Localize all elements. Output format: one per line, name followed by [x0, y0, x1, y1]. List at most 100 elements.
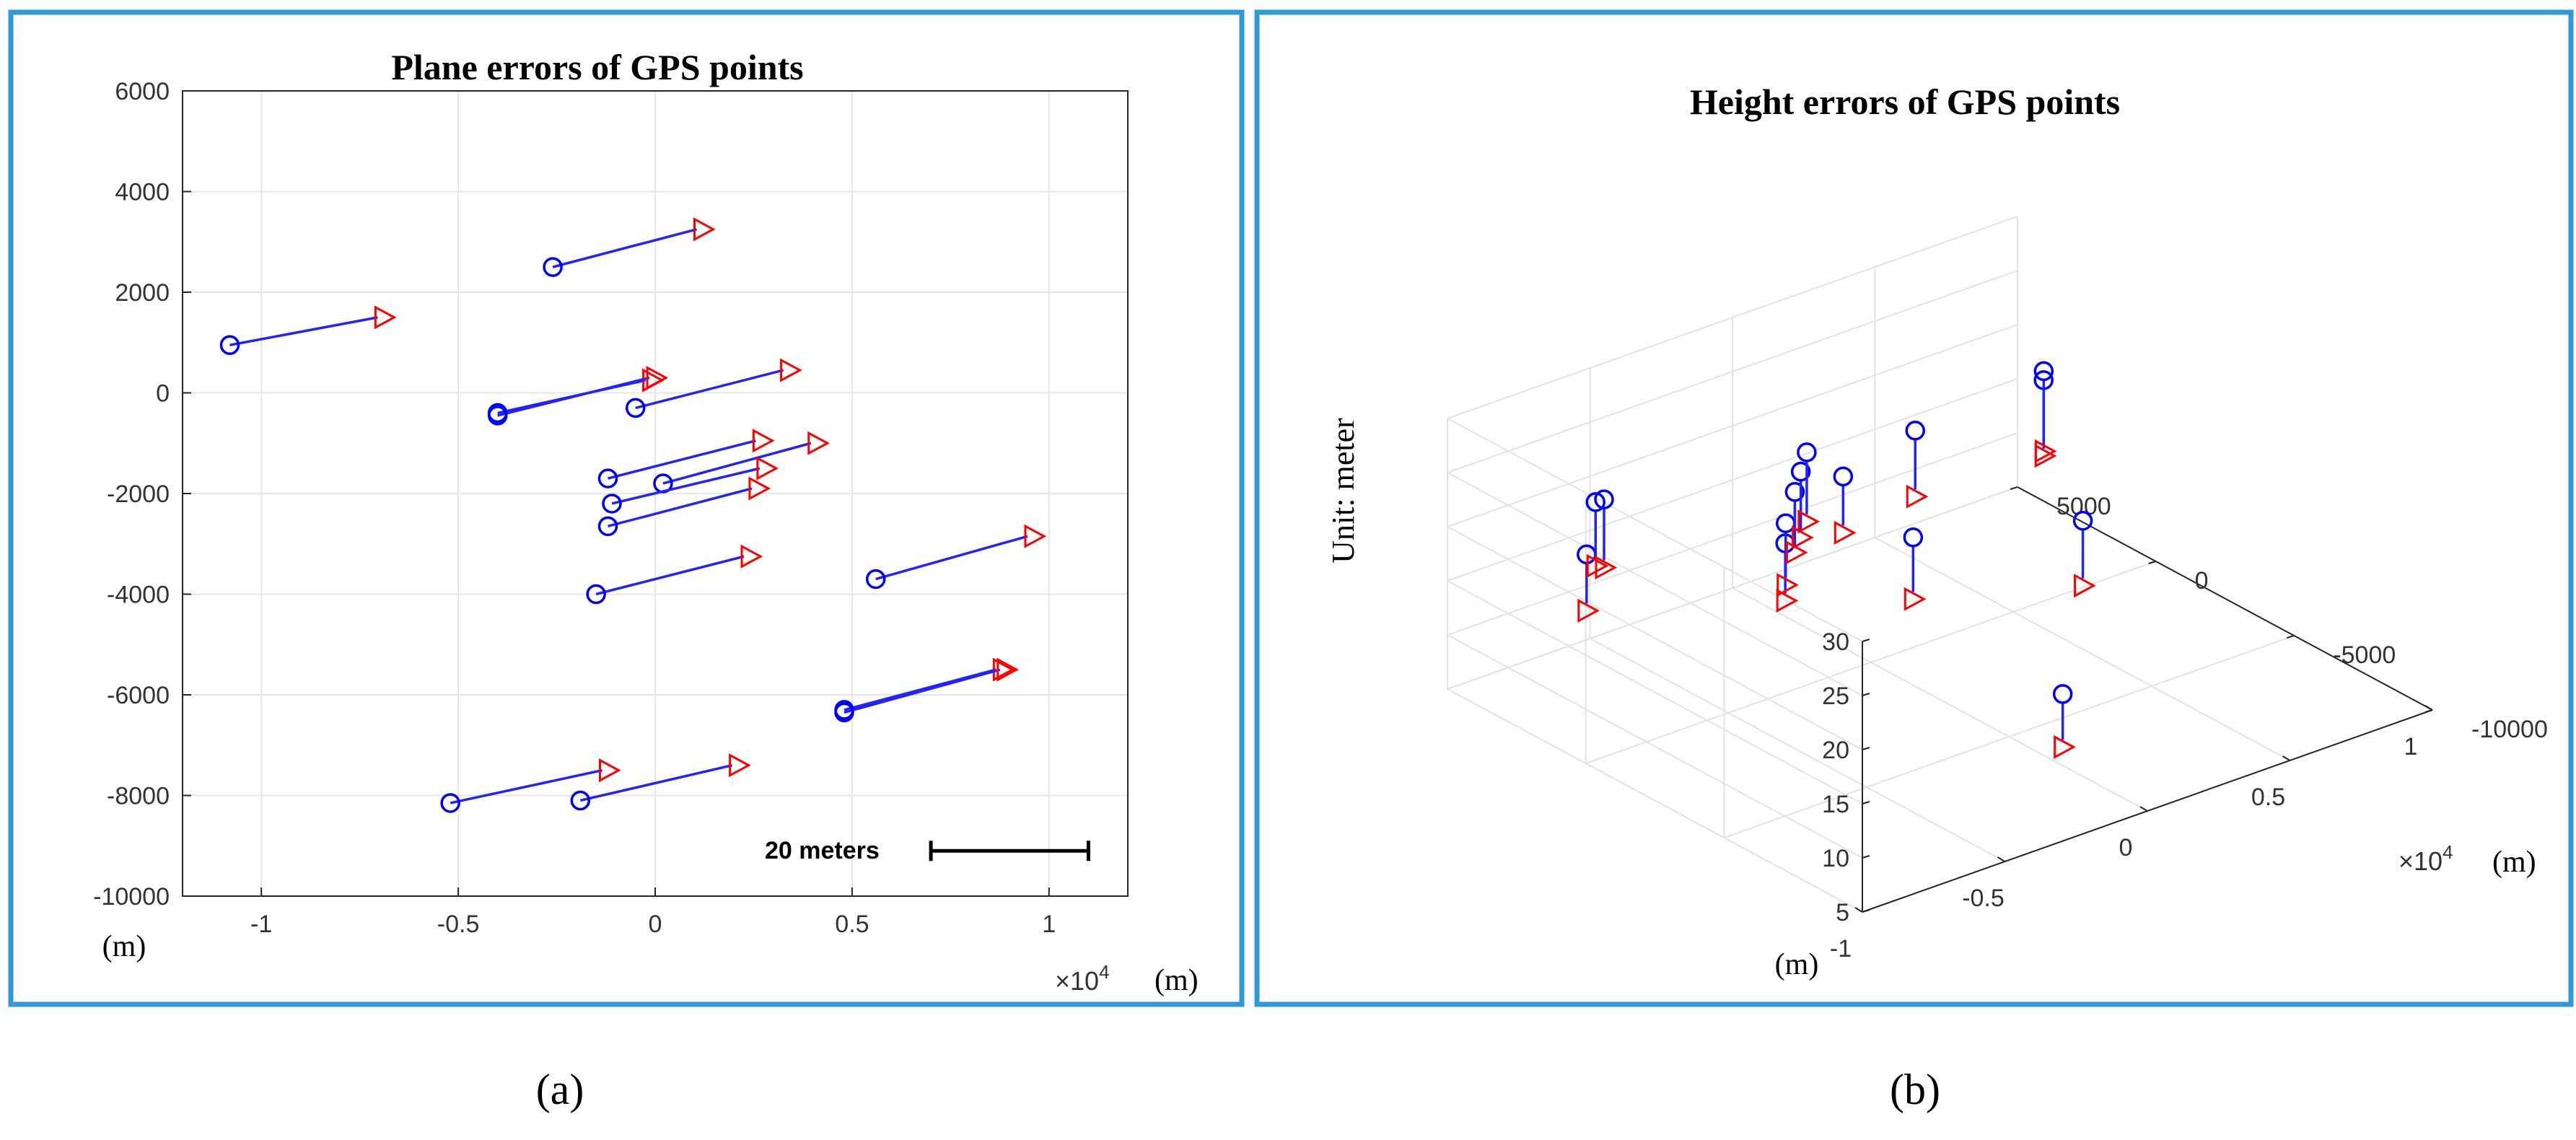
plane-error-vector	[834, 657, 1019, 723]
x-tick	[2424, 705, 2433, 711]
error-endpoint-marker	[729, 753, 751, 778]
gps-point-marker	[1903, 527, 1924, 548]
gps-point-marker	[1790, 461, 1811, 482]
height-xlabel: (m)	[2492, 846, 2536, 879]
error-endpoint-marker	[374, 305, 397, 330]
plane-error-line	[450, 768, 603, 804]
plane-error-vector	[602, 456, 779, 514]
gps-point-marker	[219, 335, 240, 355]
plane-y-tick-label: 2000	[115, 279, 170, 307]
plane-error-line	[635, 369, 784, 410]
gps-point-marker	[2072, 510, 2093, 531]
floor-y-gridline	[1585, 561, 2157, 764]
plane-error-line	[844, 668, 996, 711]
gps-point-marker	[602, 494, 622, 514]
z-tick-label: 15	[1822, 791, 1849, 818]
floor-x-gridline	[1875, 537, 2290, 761]
z-tick	[1862, 639, 1870, 642]
panel-a-frame	[8, 9, 1245, 1007]
backwall-z-gridline	[1447, 432, 2018, 636]
backwall-z-gridline	[1447, 486, 2018, 690]
panel-a-label: (a)	[536, 1066, 584, 1113]
error-endpoint-marker	[996, 657, 1019, 682]
sidewall-z-gridline	[1447, 688, 1863, 913]
y-tick-label: -10000	[2471, 716, 2548, 743]
plane-y-tick-label: -6000	[107, 682, 170, 709]
height-error-marker	[1906, 484, 1929, 509]
gps-point-marker	[570, 790, 591, 811]
y-tick-label: -5000	[2333, 641, 2396, 669]
height-error-stem	[2033, 361, 2057, 463]
plane-error-line	[229, 316, 378, 346]
error-endpoint-marker	[756, 456, 779, 481]
plane-x-tick-label: 0	[649, 911, 662, 938]
backwall-z-gridline	[1447, 324, 2018, 527]
gps-point-marker	[1797, 442, 1817, 462]
height-error-stem	[1784, 482, 1808, 565]
scale-bar-label: 20 meters	[765, 837, 880, 864]
sidewall-z-gridline	[1447, 418, 1863, 642]
plane-error-vectors	[219, 217, 1047, 813]
error-endpoint-marker	[599, 758, 621, 783]
plane-error-vector	[219, 305, 397, 355]
plane-error-line	[579, 763, 733, 802]
plane-error-vector	[865, 524, 1047, 589]
gps-point-marker	[543, 257, 563, 277]
gps-point-marker	[865, 569, 886, 589]
height-chart-title: Height errors of GPS points	[1690, 82, 2120, 122]
error-endpoint-marker	[780, 358, 802, 382]
gps-point-marker	[1594, 489, 1614, 509]
gps-point-marker	[597, 516, 618, 537]
height-error-marker	[2054, 735, 2076, 759]
plane-tick-labels: -1 -0.5 0 0.5 1 -10000 -8000 -6000 -4000 -2000 0 20…	[93, 78, 1056, 938]
x-tick	[1854, 907, 1863, 913]
height-error-stem	[1797, 442, 1821, 534]
floor-x-gridline	[1732, 587, 2148, 812]
plane-y-tick-label: -10000	[93, 883, 170, 911]
height-error-marker	[1776, 588, 1799, 613]
x-tick	[2139, 806, 2148, 812]
y-tick	[2148, 561, 2156, 564]
plane-error-line	[608, 487, 753, 528]
gps-point-marker	[1833, 466, 1854, 487]
plane-xlabel: (m)	[1155, 964, 1199, 997]
plane-error-vector	[586, 544, 763, 605]
z-tick	[1862, 747, 1870, 750]
panel-b-label: (b)	[1890, 1066, 1940, 1113]
z-tick-label: 20	[1822, 737, 1849, 764]
height-error-marker	[1777, 573, 1799, 597]
plane-error-vector	[597, 476, 771, 537]
z-tick	[1862, 801, 1870, 804]
gps-point-marker	[440, 793, 460, 813]
height-error-stems	[1577, 361, 2096, 759]
x-tick-label: -0.5	[1962, 885, 2005, 912]
sidewall-z-gridline	[1447, 472, 1863, 696]
y-tick	[2010, 486, 2018, 490]
height-errors-chart: 5 10 15 20 25 30 -1 -0.5 0 0.5 1 -10000 -5000 0 5000 H…	[1326, 82, 2548, 981]
height-error-marker	[1595, 556, 1618, 580]
x-tick	[2282, 755, 2291, 761]
error-endpoint-marker	[646, 366, 669, 390]
plane-y-tick-label: 0	[156, 380, 170, 408]
height-ylabel: (m)	[1775, 948, 1819, 981]
error-endpoint-marker	[748, 476, 771, 501]
floor-y-gridline	[1723, 635, 2295, 838]
plane-x-tick-label: -0.5	[437, 911, 480, 938]
gps-point-marker	[1585, 492, 1606, 512]
gps-point-marker	[586, 584, 606, 605]
plane-y-tick-label: -4000	[107, 582, 170, 609]
height-error-marker	[2074, 574, 2096, 598]
plane-error-vector	[597, 429, 775, 488]
x-tick-label: 0	[2119, 834, 2133, 861]
plane-errors-chart: -1 -0.5 0 0.5 1 -10000 -8000 -6000 -4000 -2000 0 20…	[93, 47, 1199, 997]
plane-x-tick-label: -1	[250, 911, 272, 938]
z-tick	[1862, 909, 1870, 913]
plane-error-line	[611, 467, 761, 505]
gps-point-marker	[597, 468, 618, 488]
gps-point-marker	[834, 702, 854, 723]
height-error-marker	[1834, 520, 1857, 545]
plane-error-vector	[625, 358, 802, 418]
x-tick-label: -1	[1830, 935, 1852, 963]
plane-x-multiplier: ×104	[1055, 961, 1110, 996]
